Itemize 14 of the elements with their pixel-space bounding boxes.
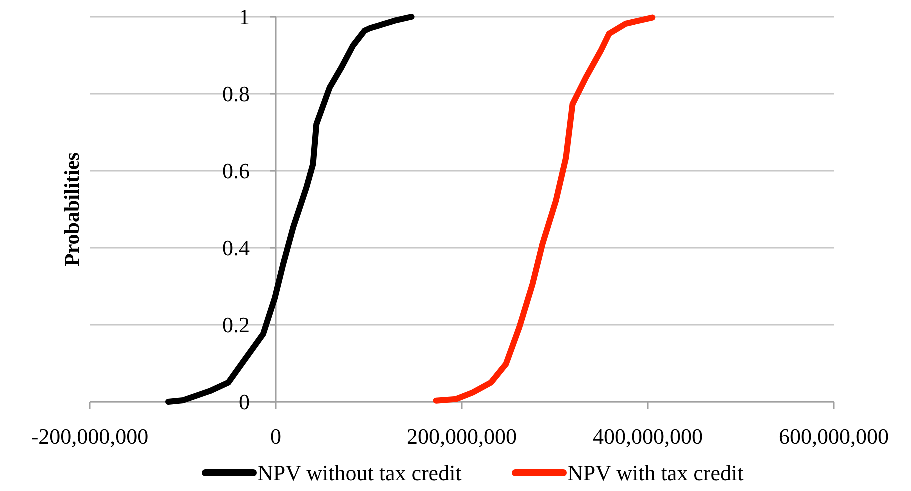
y-tick-label: 0.4 bbox=[222, 236, 250, 261]
x-tick-label: 600,000,000 bbox=[779, 424, 889, 449]
y-tick-label: 1 bbox=[239, 4, 250, 30]
x-tick-label: 200,000,000 bbox=[407, 424, 517, 449]
x-tick-label: 0 bbox=[270, 424, 282, 449]
y-tick-label: 0.6 bbox=[222, 158, 250, 184]
legend-label: NPV without tax credit bbox=[258, 460, 462, 486]
y-tick-label: 0.8 bbox=[222, 82, 250, 107]
x-tick-label: -200,000,000 bbox=[31, 424, 149, 449]
legend-label: NPV with tax credit bbox=[568, 460, 744, 486]
y-tick-label: 0.2 bbox=[222, 312, 250, 338]
y-axis-title: Probabilities bbox=[60, 152, 84, 266]
y-tick-label: 0 bbox=[239, 390, 250, 415]
x-tick-label: 400,000,000 bbox=[593, 424, 703, 449]
